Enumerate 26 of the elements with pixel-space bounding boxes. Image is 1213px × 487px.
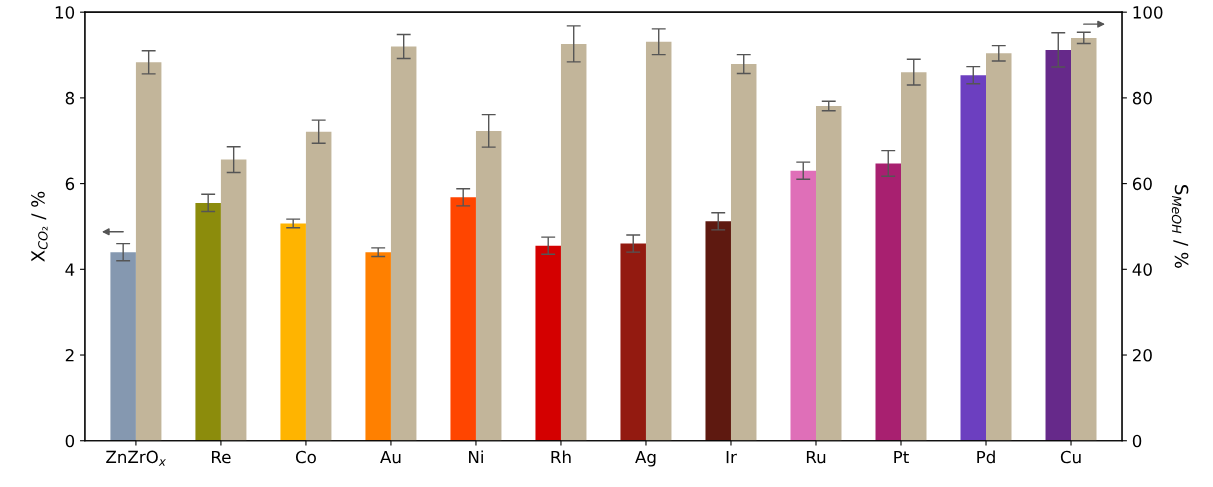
y2-axis-title: S$_{MeOH}$ / % [1171,185,1189,268]
y-tick-label: 10 [55,6,75,19]
y2-tick-label: 100 [1133,6,1163,19]
x-tick-label: Rh [551,450,571,464]
x-tick-label: ZnZrO$_{x}$ [106,450,166,466]
y-tick-label: 0 [65,434,75,448]
y-tick-label: 6 [65,177,75,191]
y-tick-label: 2 [65,348,74,362]
x-tick-label: Co [295,450,316,464]
x-tick-label: Au [380,450,401,464]
x-tick-label: Pd [977,450,995,464]
x-tick-label: Re [212,450,231,464]
x-tick-label: Pt [894,450,909,464]
y-tick-label: 8 [65,91,75,105]
y-tick-label: 4 [65,263,75,276]
y2-tick-label: 60 [1132,177,1152,191]
y2-tick-label: 40 [1132,263,1152,276]
y2-tick-label: 0 [1132,434,1142,448]
y-axis-title: X$_{CO₂}$ / % [31,191,48,262]
y2-tick-label: 80 [1132,91,1152,105]
x-tick-label: Ru [806,450,826,464]
x-tick-label: Ni [469,450,483,464]
x-tick-label: Cu [1060,450,1081,464]
x-tick-label: Ir [726,450,737,464]
y2-tick-label: 20 [1132,348,1152,362]
x-tick-label: Ag [635,450,656,467]
